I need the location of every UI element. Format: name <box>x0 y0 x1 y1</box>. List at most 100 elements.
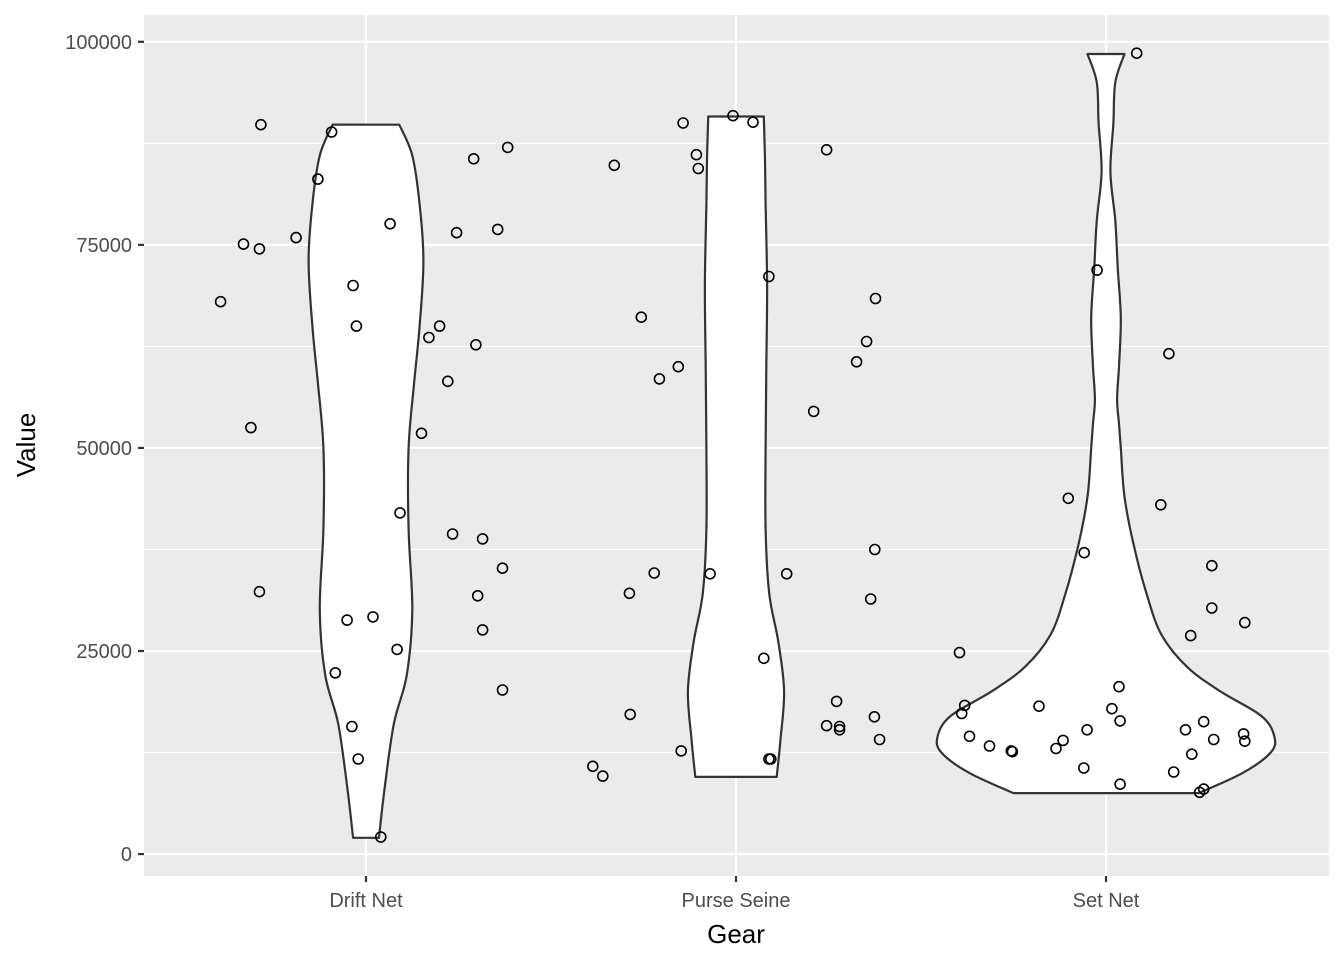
data-point <box>1033 700 1045 713</box>
data-point <box>860 335 873 348</box>
data-point <box>1130 47 1143 60</box>
data-point <box>470 338 482 351</box>
data-point <box>648 567 661 579</box>
data-point <box>446 528 459 540</box>
data-point <box>868 710 881 723</box>
jitter-points <box>214 47 1251 843</box>
data-point <box>433 320 446 332</box>
data-point <box>329 667 342 679</box>
data-point <box>1078 546 1090 559</box>
data-point <box>624 708 637 721</box>
data-point <box>869 292 882 305</box>
data-point <box>623 587 636 600</box>
violin-set-net <box>935 52 1277 795</box>
data-point <box>1167 766 1180 778</box>
violins <box>307 52 1277 839</box>
violin-purse-seine <box>686 115 786 779</box>
x-axis-title: Gear <box>707 919 765 949</box>
data-point <box>423 331 435 344</box>
data-point <box>747 116 759 128</box>
data-point <box>496 562 509 575</box>
data-point <box>653 373 666 385</box>
data-point <box>833 720 846 733</box>
data-point <box>450 226 463 239</box>
data-point <box>347 279 359 292</box>
data-point <box>635 311 648 324</box>
data-point <box>1186 748 1198 761</box>
data-point <box>864 593 877 605</box>
data-point <box>1163 347 1175 360</box>
data-point <box>391 643 403 656</box>
data-point <box>1237 728 1250 740</box>
data-point <box>253 585 266 598</box>
data-point <box>253 243 266 255</box>
data-point <box>441 375 454 388</box>
data-point <box>692 162 705 175</box>
data-point <box>1113 680 1125 693</box>
data-point <box>1050 742 1062 755</box>
data-point <box>780 567 793 580</box>
data-point <box>596 770 609 782</box>
x-tick-label: Purse Seine <box>682 890 791 912</box>
data-point <box>312 173 324 185</box>
data-point <box>1206 559 1218 572</box>
data-point <box>1155 498 1167 511</box>
x-tick-label: Set Net <box>1073 890 1140 912</box>
data-point <box>237 238 250 250</box>
data-point <box>1078 762 1090 774</box>
data-point <box>491 223 504 236</box>
data-point <box>476 533 489 545</box>
data-point <box>820 144 833 156</box>
data-point <box>983 740 996 752</box>
data-point <box>394 507 406 519</box>
data-point <box>850 355 863 368</box>
data-point <box>757 652 770 665</box>
data-point <box>1239 735 1251 748</box>
data-point <box>245 421 257 434</box>
data-point <box>1206 602 1218 614</box>
data-point <box>471 589 484 602</box>
data-point <box>1006 745 1019 758</box>
data-point <box>1207 733 1220 746</box>
data-point <box>833 723 846 736</box>
y-tick-label: 100000 <box>65 32 132 54</box>
y-tick-label: 75000 <box>76 235 132 257</box>
data-point <box>415 427 428 440</box>
data-point <box>341 614 353 626</box>
data-point <box>1081 723 1093 736</box>
y-axis: 0 25000 50000 75000 100000 <box>65 32 144 866</box>
data-point <box>1114 778 1126 791</box>
data-point <box>1062 492 1075 505</box>
data-point <box>953 646 966 659</box>
y-axis-title: Value <box>11 413 41 478</box>
data-point <box>704 567 716 580</box>
data-point <box>374 831 387 843</box>
y-tick-label: 25000 <box>76 641 132 663</box>
y-tick-label: 0 <box>121 844 132 866</box>
violin-drift-net <box>307 123 425 839</box>
data-point <box>763 270 775 283</box>
data-point <box>830 695 843 708</box>
data-point <box>496 684 509 696</box>
data-point <box>1057 734 1069 747</box>
data-point <box>352 753 365 765</box>
data-point <box>501 141 514 154</box>
data-point <box>467 153 480 165</box>
data-point <box>367 611 379 623</box>
data-point <box>677 117 689 129</box>
data-point <box>958 699 971 712</box>
data-point <box>807 405 820 418</box>
data-point <box>764 753 777 765</box>
data-point <box>1179 723 1192 736</box>
data-point <box>727 109 739 122</box>
data-point <box>325 126 338 138</box>
data-point <box>873 733 886 746</box>
data-point <box>1091 264 1103 276</box>
data-point <box>868 543 881 556</box>
data-point <box>820 719 833 732</box>
data-point <box>672 360 685 373</box>
data-point <box>214 295 227 308</box>
data-point <box>963 730 976 743</box>
data-point <box>1197 715 1210 728</box>
